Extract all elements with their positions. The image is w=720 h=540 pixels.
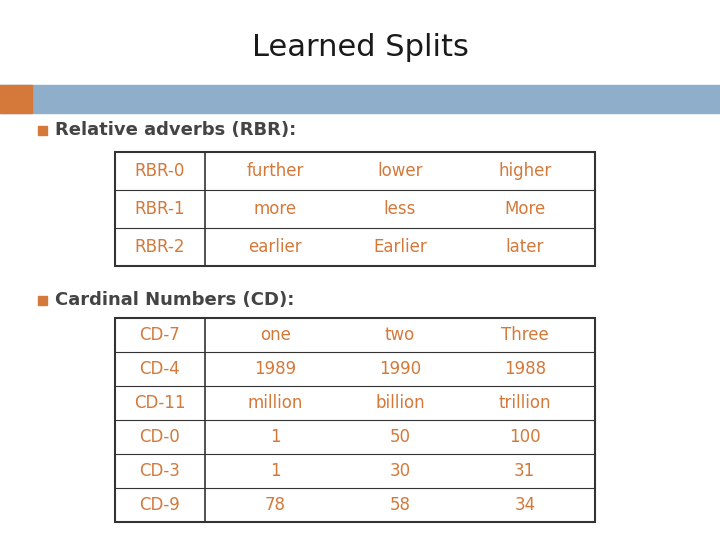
Text: further: further [246,162,304,180]
Bar [38,295,47,305]
Text: less: less [384,200,416,218]
Text: 34: 34 [514,496,536,514]
Text: earlier: earlier [248,238,302,256]
Text: 100: 100 [509,428,541,446]
Text: 1988: 1988 [504,360,546,378]
Bar [38,125,47,134]
Text: trillion: trillion [498,394,551,412]
Text: million: million [248,394,303,412]
Text: More: More [504,200,546,218]
Text: CD-9: CD-9 [140,496,181,514]
Text: Cardinal Numbers (CD):: Cardinal Numbers (CD): [55,291,294,309]
Text: 1: 1 [270,428,281,446]
Text: CD-3: CD-3 [140,462,181,480]
Text: billion: billion [375,394,425,412]
Text: 1: 1 [270,462,281,480]
Text: 50: 50 [390,428,410,446]
Text: lower: lower [377,162,423,180]
Text: 30: 30 [390,462,410,480]
Text: CD-0: CD-0 [140,428,181,446]
Text: Three: Three [501,326,549,344]
Text: RBR-2: RBR-2 [135,238,185,256]
Text: RBR-1: RBR-1 [135,200,185,218]
Text: Learned Splits: Learned Splits [251,33,469,63]
Text: Relative adverbs (RBR):: Relative adverbs (RBR): [55,121,296,139]
Text: 1989: 1989 [254,360,296,378]
Text: Earlier: Earlier [373,238,427,256]
Text: CD-11: CD-11 [134,394,186,412]
Text: RBR-0: RBR-0 [135,162,185,180]
Text: later: later [505,238,544,256]
Text: CD-7: CD-7 [140,326,181,344]
Text: one: one [260,326,291,344]
Text: CD-4: CD-4 [140,360,181,378]
Text: two: two [385,326,415,344]
Text: 31: 31 [514,462,536,480]
Text: higher: higher [498,162,552,180]
Text: 78: 78 [265,496,286,514]
Bar [0,85,720,113]
Bar [115,152,595,266]
Bar [0,85,32,113]
Bar [115,318,595,522]
Text: 58: 58 [390,496,410,514]
Text: more: more [253,200,297,218]
Text: 1990: 1990 [379,360,421,378]
